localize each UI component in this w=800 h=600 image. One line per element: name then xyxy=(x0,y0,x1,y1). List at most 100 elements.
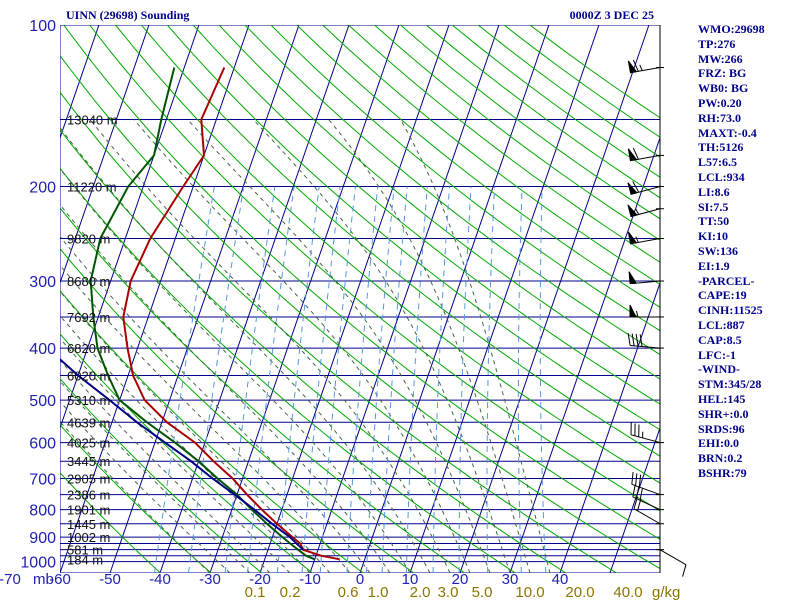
wind-barb xyxy=(628,271,661,285)
isotherm-line xyxy=(0,25,49,573)
dry-adiabat-line xyxy=(89,25,660,512)
pressure-tick-label: 700 xyxy=(29,472,56,489)
dry-adiabat-line xyxy=(60,333,313,573)
dry-adiabat-line xyxy=(218,25,660,380)
mixing-ratio-line xyxy=(224,186,276,573)
mixing-ratio-line xyxy=(539,186,547,573)
mixing-ratio-line xyxy=(276,186,320,573)
mixing-ratio-line xyxy=(153,186,215,573)
dry-adiabat-line xyxy=(60,289,364,573)
index-item: TT:50 xyxy=(698,214,730,229)
dry-adiabat-line xyxy=(60,423,212,573)
wind-barb xyxy=(631,471,661,496)
height-label: 3445 m xyxy=(67,454,110,469)
temperature-tick-label: 10 xyxy=(402,571,419,588)
temperature-tick-label: -30 xyxy=(199,571,221,588)
height-label: 1445 m xyxy=(67,517,110,532)
mixing-ratio-label: 10.0 xyxy=(515,584,544,600)
moist-adiabat-line xyxy=(60,203,391,573)
isotherm-line xyxy=(159,25,350,573)
dry-adiabat-line xyxy=(244,25,660,356)
pressure-tick-label: 600 xyxy=(29,436,56,453)
isotherm-line xyxy=(259,25,450,573)
height-label: 1901 m xyxy=(67,503,110,518)
mixing-ratio-line xyxy=(432,186,450,573)
dry-adiabat-line xyxy=(296,25,660,308)
dry-adiabat-line xyxy=(63,25,660,540)
index-item: BRN:0.2 xyxy=(698,451,743,466)
mixing-ratio-line xyxy=(247,186,295,573)
index-item: LI:8.6 xyxy=(698,184,730,199)
temperature-tick-label: -10 xyxy=(299,571,321,588)
moist-adiabat-line xyxy=(60,167,411,573)
pressure-tick-label: 100 xyxy=(29,18,56,35)
temperature-tick-label: -70 xyxy=(0,571,21,588)
dry-adiabat-line xyxy=(141,25,660,457)
wind-barb xyxy=(632,484,661,511)
moist-adiabat-line xyxy=(60,359,271,573)
wind-barb xyxy=(659,549,687,577)
index-item: WMO:29698 xyxy=(698,22,765,36)
index-item: TP:276 xyxy=(698,36,736,51)
index-item: HEL:145 xyxy=(698,391,746,406)
mixing-ratio-label: 20.0 xyxy=(565,584,594,600)
index-item: RH:73.0 xyxy=(698,110,741,125)
height-label: 2905 m xyxy=(67,472,110,487)
height-label: 6820 m xyxy=(67,341,110,356)
mixing-ratio-line xyxy=(301,186,341,573)
temperature-tick-label: -40 xyxy=(149,571,171,588)
index-item: TH:5126 xyxy=(698,140,744,155)
isotherm-line xyxy=(60,25,200,430)
mixing-ratio-label: 0.6 xyxy=(338,584,359,600)
index-item: MAXT:-0.4 xyxy=(698,125,757,140)
isotherm-line xyxy=(109,25,300,573)
height-label: 4639 m xyxy=(67,415,110,430)
dry-adiabat-line xyxy=(192,25,660,405)
height-label: 581 m xyxy=(67,543,103,558)
dry-adiabat-line xyxy=(322,25,660,286)
moist-adiabat-line xyxy=(60,290,331,573)
chart-title: UINN (29698) Sounding xyxy=(66,8,189,22)
y-axis-unit: mb xyxy=(33,571,54,588)
wind-barb xyxy=(627,59,661,74)
mixing-ratio-label: 1.0 xyxy=(368,584,389,600)
mixing-ratio-label: 0.2 xyxy=(280,584,301,600)
pressure-tick-label: 1000 xyxy=(20,555,56,572)
wind-barb xyxy=(627,333,661,349)
isotherm-line xyxy=(309,25,500,573)
moist-adiabat-line xyxy=(60,337,291,573)
index-item: -PARCEL- xyxy=(698,273,755,288)
series-temperature-line xyxy=(122,67,340,561)
chart-date: 0000Z 3 DEC 25 xyxy=(570,8,654,22)
indices-panel: WMO:29698 TP:276 MW:266 FRZ: BG WB0: BG PW:0.… xyxy=(698,22,765,481)
height-label: 8680 m xyxy=(67,274,110,289)
index-item: SRDS:96 xyxy=(698,421,745,436)
temperature-tick-label: -20 xyxy=(249,571,271,588)
mixing-ratio-line xyxy=(458,186,472,573)
temperature-tick-label: 0 xyxy=(356,571,364,588)
index-item: SW:136 xyxy=(698,243,739,258)
mixing-ratio-line xyxy=(517,186,523,573)
index-item: SHR+:0.0 xyxy=(698,406,749,421)
index-item: MW:266 xyxy=(698,51,743,66)
temperature-tick-label: 30 xyxy=(502,571,519,588)
height-label: 2386 m xyxy=(67,488,110,503)
pressure-tick-label: 400 xyxy=(29,341,56,358)
isotherm-line xyxy=(359,25,550,573)
wind-barb xyxy=(627,147,661,162)
height-label: 4025 m xyxy=(67,436,110,451)
temperature-tick-label: 40 xyxy=(552,571,569,588)
dry-adiabat-line xyxy=(60,247,415,573)
series-dewpoint-line xyxy=(89,67,316,561)
mixing-ratio-label: 3.0 xyxy=(438,584,459,600)
index-item: CINH:11525 xyxy=(698,303,763,318)
temperature-tick-label: -60 xyxy=(49,571,71,588)
pressure-tick-label: 300 xyxy=(29,274,56,291)
temperature-tick-label: 20 xyxy=(452,571,469,588)
height-label: 5310 m xyxy=(67,393,110,408)
dry-adiabat-line xyxy=(60,91,617,573)
dry-adiabat-line xyxy=(270,25,660,332)
index-item: L57:6.5 xyxy=(698,155,737,170)
moist-adiabat-line xyxy=(60,264,351,573)
